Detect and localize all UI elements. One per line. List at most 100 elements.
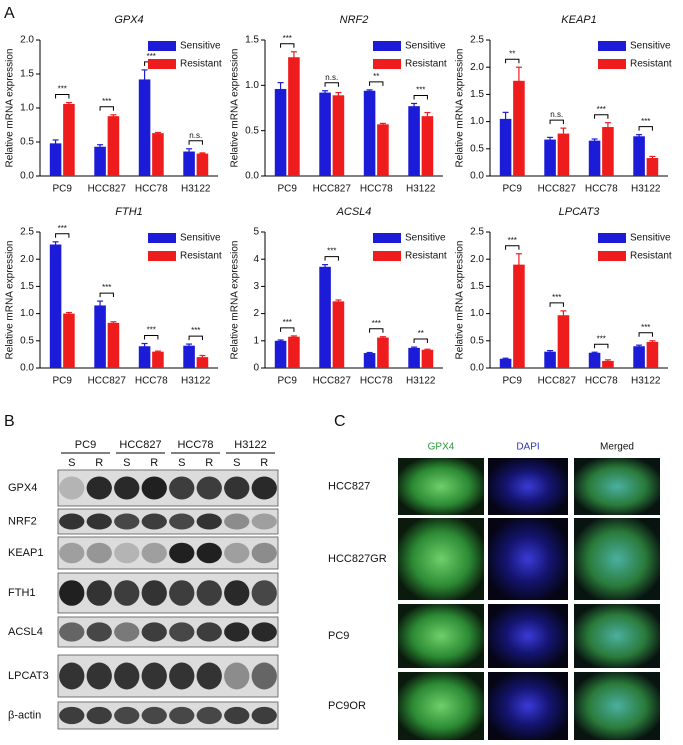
bar — [288, 57, 300, 176]
y-tick-label: 2.5 — [470, 35, 484, 46]
error-bar — [52, 139, 59, 147]
significance-label: *** — [327, 247, 336, 256]
bar — [646, 341, 659, 368]
micrograph — [398, 604, 484, 668]
error-bar — [591, 351, 598, 354]
x-tick-label: HCC827 — [88, 376, 127, 387]
bar — [544, 139, 556, 176]
blot-band — [169, 706, 195, 725]
chart-title: NRF2 — [340, 14, 369, 26]
blot-band — [141, 513, 167, 530]
y-tick-label: 0.5 — [470, 335, 484, 346]
y-tick-label: 0.5 — [245, 125, 259, 136]
significance-bracket — [505, 245, 520, 250]
error-bar — [65, 101, 72, 106]
blot-band — [114, 662, 140, 690]
bar — [196, 357, 209, 368]
blot-band — [59, 580, 85, 606]
y-tick-label: 1.5 — [20, 69, 34, 80]
blot-band — [169, 622, 195, 642]
chart-title: FTH1 — [115, 206, 143, 218]
blot-band — [141, 580, 167, 606]
bar — [602, 127, 614, 176]
y-tick-label: 2.5 — [20, 227, 34, 238]
significance-label: *** — [372, 319, 381, 328]
significance-bracket — [55, 233, 70, 238]
blot-band — [114, 622, 140, 642]
error-bar — [322, 90, 329, 95]
y-tick-label: 1 — [253, 335, 259, 346]
bar — [183, 345, 195, 368]
x-tick-label: H3122 — [631, 376, 661, 387]
significance-bracket — [324, 256, 339, 261]
blot-band — [59, 662, 85, 690]
blot-band — [86, 622, 112, 642]
channel-label: GPX4 — [428, 442, 455, 453]
significance-bracket — [413, 94, 428, 100]
significance-bracket — [505, 58, 520, 64]
bar — [332, 95, 345, 176]
protein-label: LPCAT3 — [8, 670, 49, 682]
y-tick-label: 0.0 — [20, 363, 34, 374]
legend-label: Sensitive — [180, 41, 221, 52]
y-tick-label: 1.0 — [470, 116, 484, 127]
cell-line-label: H3122 — [234, 439, 266, 451]
blot-band — [169, 580, 195, 606]
legend-swatch — [373, 251, 401, 261]
significance-label: *** — [552, 293, 561, 302]
x-tick-label: PC9 — [53, 184, 73, 195]
bar — [646, 158, 659, 176]
significance-label: *** — [58, 85, 67, 94]
lane-label: R — [205, 457, 213, 469]
x-tick-label: PC9 — [503, 376, 523, 387]
y-tick-label: 1.5 — [470, 281, 484, 292]
chart-title: KEAP1 — [561, 14, 596, 26]
bar — [363, 90, 376, 176]
error-bar — [110, 114, 117, 118]
error-bar — [186, 148, 193, 155]
blot-band — [141, 622, 167, 642]
blot-band — [251, 513, 277, 530]
y-tick-label: 1.0 — [245, 80, 259, 91]
lane-label: S — [68, 457, 75, 469]
y-tick-label: 2.0 — [470, 62, 484, 73]
blot-band — [251, 580, 277, 606]
blot-band — [251, 662, 277, 690]
lane-label: R — [260, 457, 268, 469]
bar — [196, 153, 209, 176]
x-tick-label: HCC78 — [360, 376, 393, 387]
blot-band — [196, 513, 222, 530]
significance-label: *** — [191, 326, 200, 335]
panel-label: A — [4, 5, 15, 22]
significance-bracket — [99, 292, 114, 298]
error-bar — [186, 343, 193, 348]
significance-bracket — [280, 327, 295, 332]
bar — [499, 358, 512, 368]
y-tick-label: 2 — [253, 308, 259, 319]
x-tick-label: PC9 — [503, 184, 523, 195]
panel-label: B — [4, 413, 15, 430]
significance-label: *** — [147, 52, 156, 61]
y-tick-label: 0.0 — [470, 171, 484, 182]
error-bar — [604, 359, 611, 363]
micrograph — [488, 518, 568, 600]
blot-band — [86, 706, 112, 725]
chart-title: LPCAT3 — [559, 206, 601, 218]
blot-band — [224, 513, 250, 530]
x-tick-label: H3122 — [181, 184, 211, 195]
error-bar — [560, 127, 567, 140]
cell-line-label: HCC827 — [119, 439, 161, 451]
legend-swatch — [598, 233, 626, 243]
protein-label: NRF2 — [8, 515, 37, 527]
legend-label: Sensitive — [405, 41, 446, 52]
error-bar — [411, 102, 418, 109]
error-bar — [366, 89, 373, 92]
legend-label: Resistant — [180, 59, 222, 70]
y-tick-label: 1.0 — [20, 103, 34, 114]
bar — [138, 79, 151, 176]
error-bar — [502, 357, 509, 360]
protein-label: FTH1 — [8, 587, 36, 599]
error-bar — [379, 336, 386, 339]
significance-label: *** — [508, 236, 517, 245]
significance-bracket — [638, 332, 653, 337]
